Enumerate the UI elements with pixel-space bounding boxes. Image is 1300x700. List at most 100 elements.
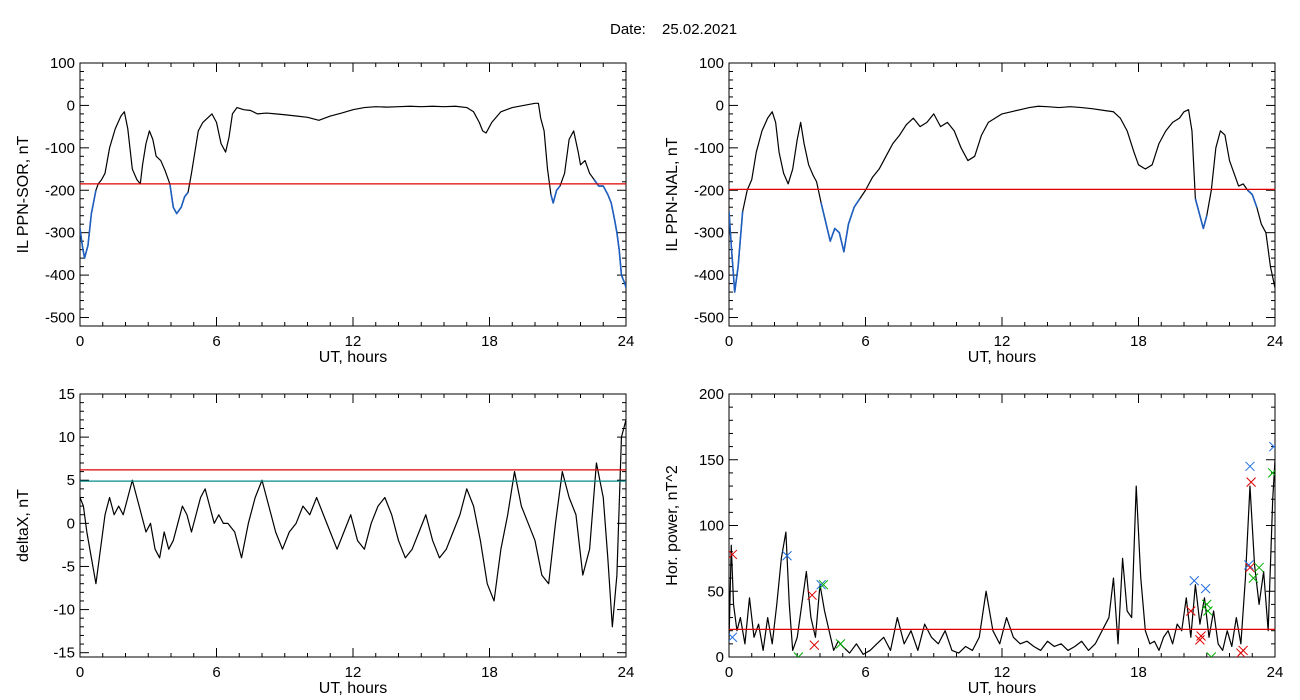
y-tick-label: -300 <box>694 225 724 242</box>
x-tick-label: 24 <box>618 333 635 350</box>
y-tick-label: 5 <box>67 472 75 489</box>
y-tick-label: -100 <box>694 140 724 157</box>
marker-x <box>729 632 738 643</box>
x-tick-label: 0 <box>76 664 84 681</box>
x-tick-label: 0 <box>725 333 733 350</box>
y-tick-label: 0 <box>716 97 724 114</box>
marker-stroke <box>729 632 738 642</box>
y-axis-label: Hor. power, nT^2 <box>664 465 681 586</box>
y-axis-label: deltaX, nT <box>15 489 32 562</box>
x-tick-label: 6 <box>212 333 220 350</box>
data-line <box>729 105 1275 293</box>
marker-stroke <box>807 590 817 601</box>
x-tick-label: 0 <box>76 333 84 350</box>
y-tick-label: -200 <box>694 182 724 199</box>
marker-x <box>793 652 804 657</box>
marker-stroke <box>818 579 829 590</box>
marker-x <box>807 590 817 601</box>
marker-x <box>1243 560 1254 570</box>
x-axis-label: UT, hours <box>319 349 387 366</box>
y-tick-label: 10 <box>58 429 75 446</box>
x-tick-label: 18 <box>481 664 498 681</box>
marker-x <box>1203 606 1213 616</box>
marker-stroke <box>1196 631 1206 641</box>
chart-panel-bottom-left: 0 6 12 18 24 -15 -10 -5 0 5 10 15 UT, hours deltaX, n… <box>15 386 634 697</box>
y-tick-label: 0 <box>67 97 75 114</box>
marker-x <box>816 579 826 590</box>
marker-stroke <box>793 652 800 657</box>
date-value: 25.02.2021 <box>662 21 737 38</box>
x-tick-label: 12 <box>345 664 362 681</box>
y-tick-label: -100 <box>45 140 75 157</box>
plot-area <box>729 105 1275 293</box>
x-tick-label: 24 <box>1267 333 1284 350</box>
x-tick-label: 12 <box>345 333 362 350</box>
highlight-segment <box>1247 189 1258 208</box>
marker-stroke <box>1200 583 1211 594</box>
marker-stroke <box>1185 606 1196 616</box>
marker-stroke <box>1210 652 1217 657</box>
y-tick-label: -5 <box>62 558 75 575</box>
x-tick-label: 24 <box>1267 664 1284 681</box>
plot-area <box>729 441 1275 657</box>
x-tick-label: 12 <box>994 664 1011 681</box>
marker-stroke <box>797 652 804 657</box>
chart-panel-top-left: 0 6 12 18 24 -500 -400 -300 -200 -100 0 100 UT, hour… <box>15 55 634 366</box>
plot-frame <box>728 62 1276 327</box>
y-tick-label: 0 <box>716 649 724 666</box>
x-tick-label: 6 <box>861 664 869 681</box>
marker-x <box>1246 477 1256 487</box>
marker-stroke <box>1269 444 1275 452</box>
x-axis-label: UT, hours <box>968 349 1036 366</box>
marker-stroke <box>1267 469 1275 478</box>
y-tick-label: 100 <box>50 55 75 72</box>
data-line <box>729 459 1275 655</box>
marker-stroke <box>1206 652 1213 657</box>
marker-stroke <box>1243 560 1254 570</box>
date-label: Date: <box>610 21 646 38</box>
x-tick-label: 18 <box>1130 664 1147 681</box>
marker-x <box>1245 562 1255 573</box>
marker-stroke <box>1254 562 1264 573</box>
highlight-segment <box>80 190 97 259</box>
marker-stroke <box>729 549 738 559</box>
marker-x <box>835 638 846 649</box>
y-tick-label: 150 <box>699 452 724 469</box>
marker-x <box>1245 461 1255 472</box>
y-axis-label: IL PPN-SOR, nT <box>15 135 32 253</box>
y-tick-label: -500 <box>45 310 75 327</box>
y-tick-label: 200 <box>699 386 724 403</box>
x-tick-label: 12 <box>994 333 1011 350</box>
chart-panel-bottom-right: 0 6 12 18 24 0 50 100 150 200 UT, hours Hor. power,… <box>664 386 1283 697</box>
marker-x <box>1206 652 1217 657</box>
marker-stroke <box>816 579 826 590</box>
marker-stroke <box>809 640 820 651</box>
y-tick-label: -400 <box>45 267 75 284</box>
marker-stroke <box>1195 635 1205 645</box>
marker-stroke <box>1245 562 1255 573</box>
x-tick-label: 6 <box>212 664 220 681</box>
marker-stroke <box>1203 606 1213 616</box>
marker-x <box>1248 573 1259 583</box>
marker-stroke <box>835 638 846 649</box>
marker-stroke <box>1189 575 1200 586</box>
highlight-segment <box>1194 198 1208 230</box>
highlight-segment <box>593 179 626 289</box>
x-tick-label: 24 <box>618 664 635 681</box>
marker-x <box>729 549 738 560</box>
marker-x <box>1185 606 1196 616</box>
highlight-segment <box>550 185 561 204</box>
marker-x <box>1254 562 1264 573</box>
marker-x <box>782 550 792 561</box>
plot-area <box>80 419 626 628</box>
marker-stroke <box>1248 573 1259 583</box>
marker-x <box>1189 575 1200 586</box>
data-line <box>80 419 626 628</box>
y-tick-label: -200 <box>45 182 75 199</box>
marker-x <box>818 579 829 590</box>
y-tick-label: 100 <box>699 55 724 72</box>
marker-stroke <box>1238 645 1249 656</box>
marker-stroke <box>782 550 792 561</box>
